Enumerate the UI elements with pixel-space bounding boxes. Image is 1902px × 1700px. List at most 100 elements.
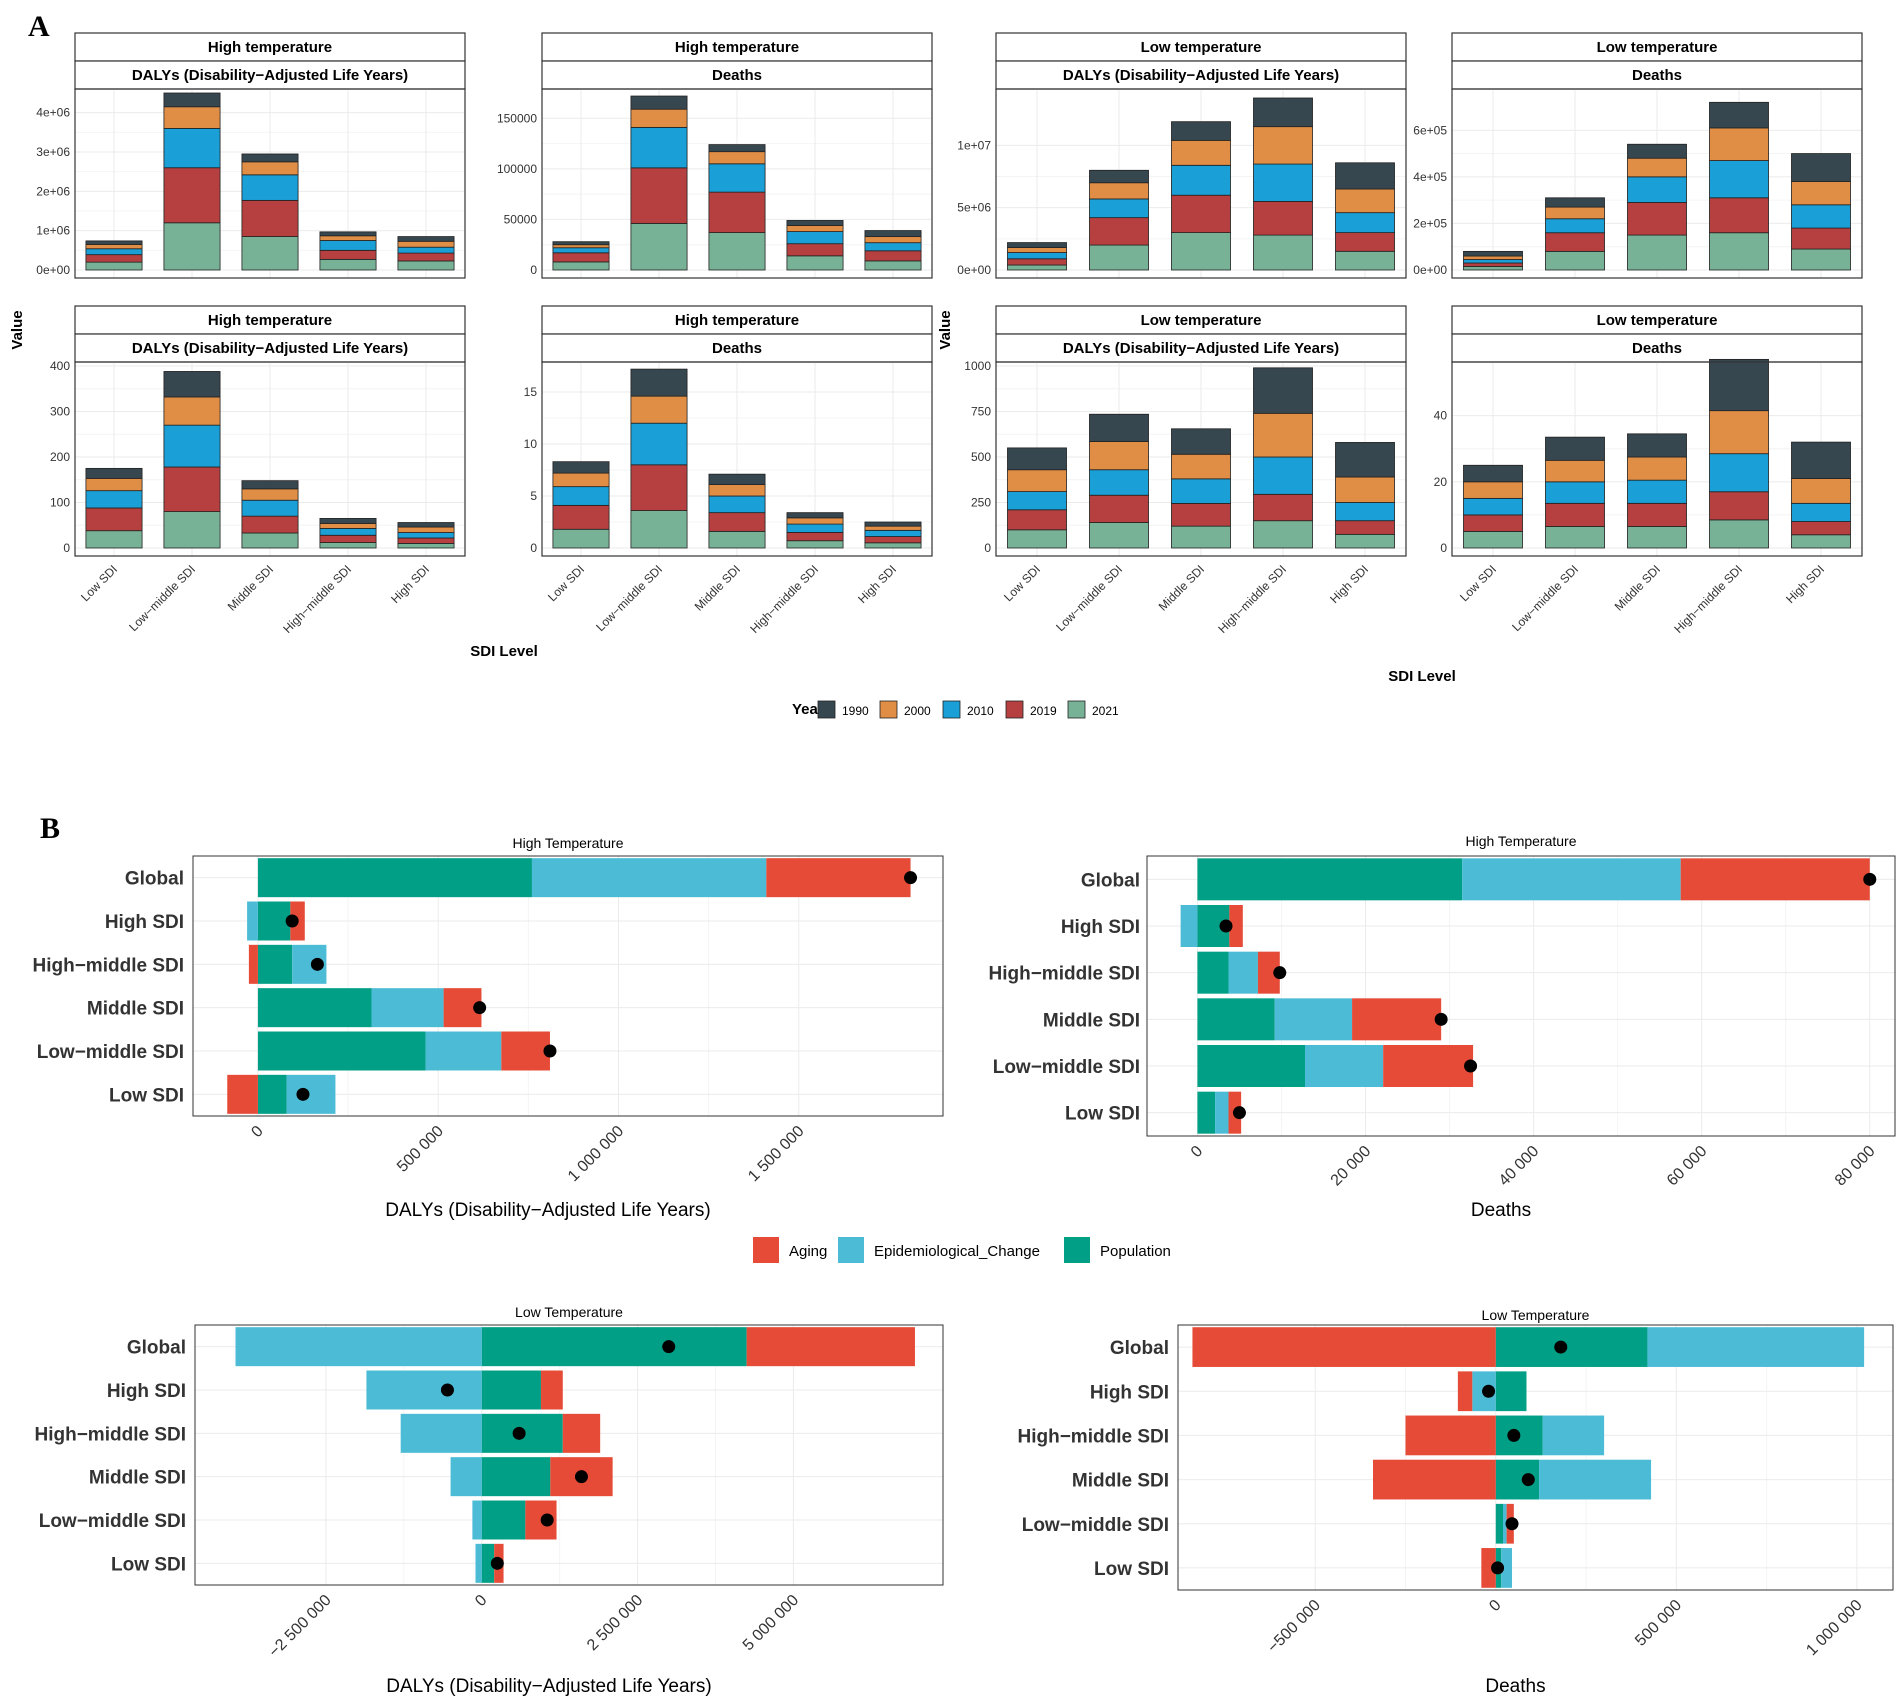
bar-segment-2000	[397, 240, 455, 248]
legend-swatch-1990	[817, 700, 836, 719]
total-change-point	[574, 1470, 588, 1484]
plot-border	[995, 361, 1407, 557]
bar-segment-2000	[1253, 412, 1313, 458]
bar-segment-2010	[163, 127, 221, 169]
bar-segment-2019	[163, 466, 221, 513]
bar-segment-2000	[1545, 459, 1605, 483]
x-tick-label: Middle SDI	[1156, 562, 1207, 613]
bar-segment-2010	[1627, 479, 1687, 504]
charts-layer: High temperature DALYs (Disability−Adjust…	[33, 32, 1896, 1697]
strip-1	[1451, 305, 1863, 335]
strip-1-label: Low temperature	[1141, 39, 1262, 56]
legend-label-1990: 1990	[842, 704, 869, 718]
bar-segment-2021	[1545, 250, 1605, 271]
bar-segment-aging	[746, 1327, 915, 1367]
strip-2-label: DALYs (Disability−Adjusted Life Years)	[1063, 67, 1339, 84]
bar-segment-2010	[397, 532, 455, 539]
total-change-point	[285, 914, 299, 928]
total-change-point	[1521, 1473, 1535, 1487]
bar-segment-aging	[766, 858, 911, 898]
bar-segment-1990	[1335, 442, 1395, 478]
bar-segment-epi	[1180, 905, 1198, 947]
bar-segment-2019	[1709, 197, 1769, 234]
bar-segment-epi	[1305, 1045, 1384, 1087]
bar-segment-2000	[1171, 453, 1231, 480]
bar-segment-population	[1197, 998, 1275, 1041]
bar-segment-2019	[708, 512, 766, 532]
bar-segment-2019	[864, 250, 922, 262]
bar-segment-aging	[1481, 1548, 1496, 1588]
bar-segment-2000	[1463, 481, 1523, 499]
y-category-label: Low−middle SDI	[37, 1042, 184, 1063]
bar-segment-population	[481, 1327, 747, 1367]
bar-segment-2019	[397, 537, 455, 544]
bar-segment-2000	[1089, 441, 1149, 471]
bar-segment-2010	[1545, 218, 1605, 234]
y-category-label: Low−middle SDI	[1022, 1515, 1169, 1536]
x-tick-label: Low SDI	[545, 562, 587, 604]
legend-swatch-aging	[753, 1237, 779, 1263]
year-legend-title: Year	[792, 701, 824, 718]
bar-segment-1990	[1463, 464, 1523, 483]
strip-2	[74, 333, 466, 363]
x-tick-label: 0	[248, 1123, 266, 1141]
bar-segment-aging	[1192, 1327, 1496, 1367]
bar-segment-2019	[630, 167, 688, 224]
bar-segment-epi	[425, 1031, 502, 1071]
bar-segment-2021	[1171, 525, 1231, 549]
bar-segment-1990	[1253, 367, 1313, 414]
bar-segment-aging	[562, 1413, 601, 1453]
strip-2-label: Deaths	[1632, 340, 1682, 357]
bar-segment-epi	[1228, 951, 1258, 994]
strip-1-label: Low temperature	[1597, 312, 1718, 329]
x-tick-label: 500 000	[1632, 1597, 1685, 1650]
bar-segment-2010	[1089, 469, 1149, 496]
bar-segment-aging	[1229, 905, 1243, 947]
bar-segment-2010	[85, 490, 143, 509]
plot-border	[194, 1324, 944, 1586]
bar-segment-2000	[1791, 478, 1851, 504]
y-tick-label: 0e+00	[36, 263, 70, 277]
plot-border	[1451, 88, 1863, 279]
panel-label-a: A	[28, 10, 50, 43]
bar-segment-1990	[163, 371, 221, 398]
bar-segment-1990	[85, 467, 143, 479]
bar-segment-2010	[319, 240, 377, 251]
bar-segment-1990	[786, 512, 844, 519]
bar-segment-2021	[319, 542, 377, 549]
legend-swatch-2021	[1067, 700, 1086, 719]
bar-segment-epi	[1542, 1415, 1605, 1456]
bar-segment-1990	[1627, 433, 1687, 458]
bar-segment-2010	[1709, 453, 1769, 493]
bar-segment-population	[257, 901, 291, 941]
bar-segment-1990	[1089, 169, 1149, 184]
y-category-label: Low−middle SDI	[39, 1511, 186, 1532]
bar-segment-1990	[708, 473, 766, 485]
bar-segment-1990	[1791, 153, 1851, 182]
y-tick-label: 0	[63, 541, 70, 555]
bar-segment-population	[1197, 1091, 1216, 1134]
stacked-bar-chart: High temperature DALYs (Disability−Adjust…	[50, 305, 466, 636]
y-tick-label: 4e+06	[36, 106, 70, 120]
strip-1	[541, 305, 933, 335]
bar-segment-epi	[286, 1074, 336, 1114]
bar-segment-1990	[864, 230, 922, 238]
y-category-label: High−middle SDI	[1018, 1426, 1170, 1447]
y-category-label: High SDI	[105, 912, 184, 933]
bar-segment-epi	[531, 858, 767, 898]
strip-1-label: High temperature	[675, 39, 799, 56]
total-change-point	[543, 1044, 557, 1058]
bar-segment-2019	[1171, 194, 1231, 234]
bar-segment-2000	[85, 244, 143, 250]
bar-segment-2010	[163, 424, 221, 468]
bar-segment-2021	[1007, 264, 1067, 271]
bar-segment-1990	[630, 368, 688, 397]
y-category-label: High SDI	[1061, 917, 1140, 938]
y-tick-label: 2e+06	[36, 184, 70, 198]
y-category-label: Global	[125, 869, 184, 890]
y-category-label: Low−middle SDI	[993, 1057, 1140, 1078]
stacked-bar-chart: High temperature Deaths 0 5 10 15 Low SDI Low−m…	[524, 305, 933, 636]
bar-segment-2019	[1007, 509, 1067, 531]
y-tick-label: 1e+06	[36, 224, 70, 238]
bar-segment-2019	[1545, 232, 1605, 252]
